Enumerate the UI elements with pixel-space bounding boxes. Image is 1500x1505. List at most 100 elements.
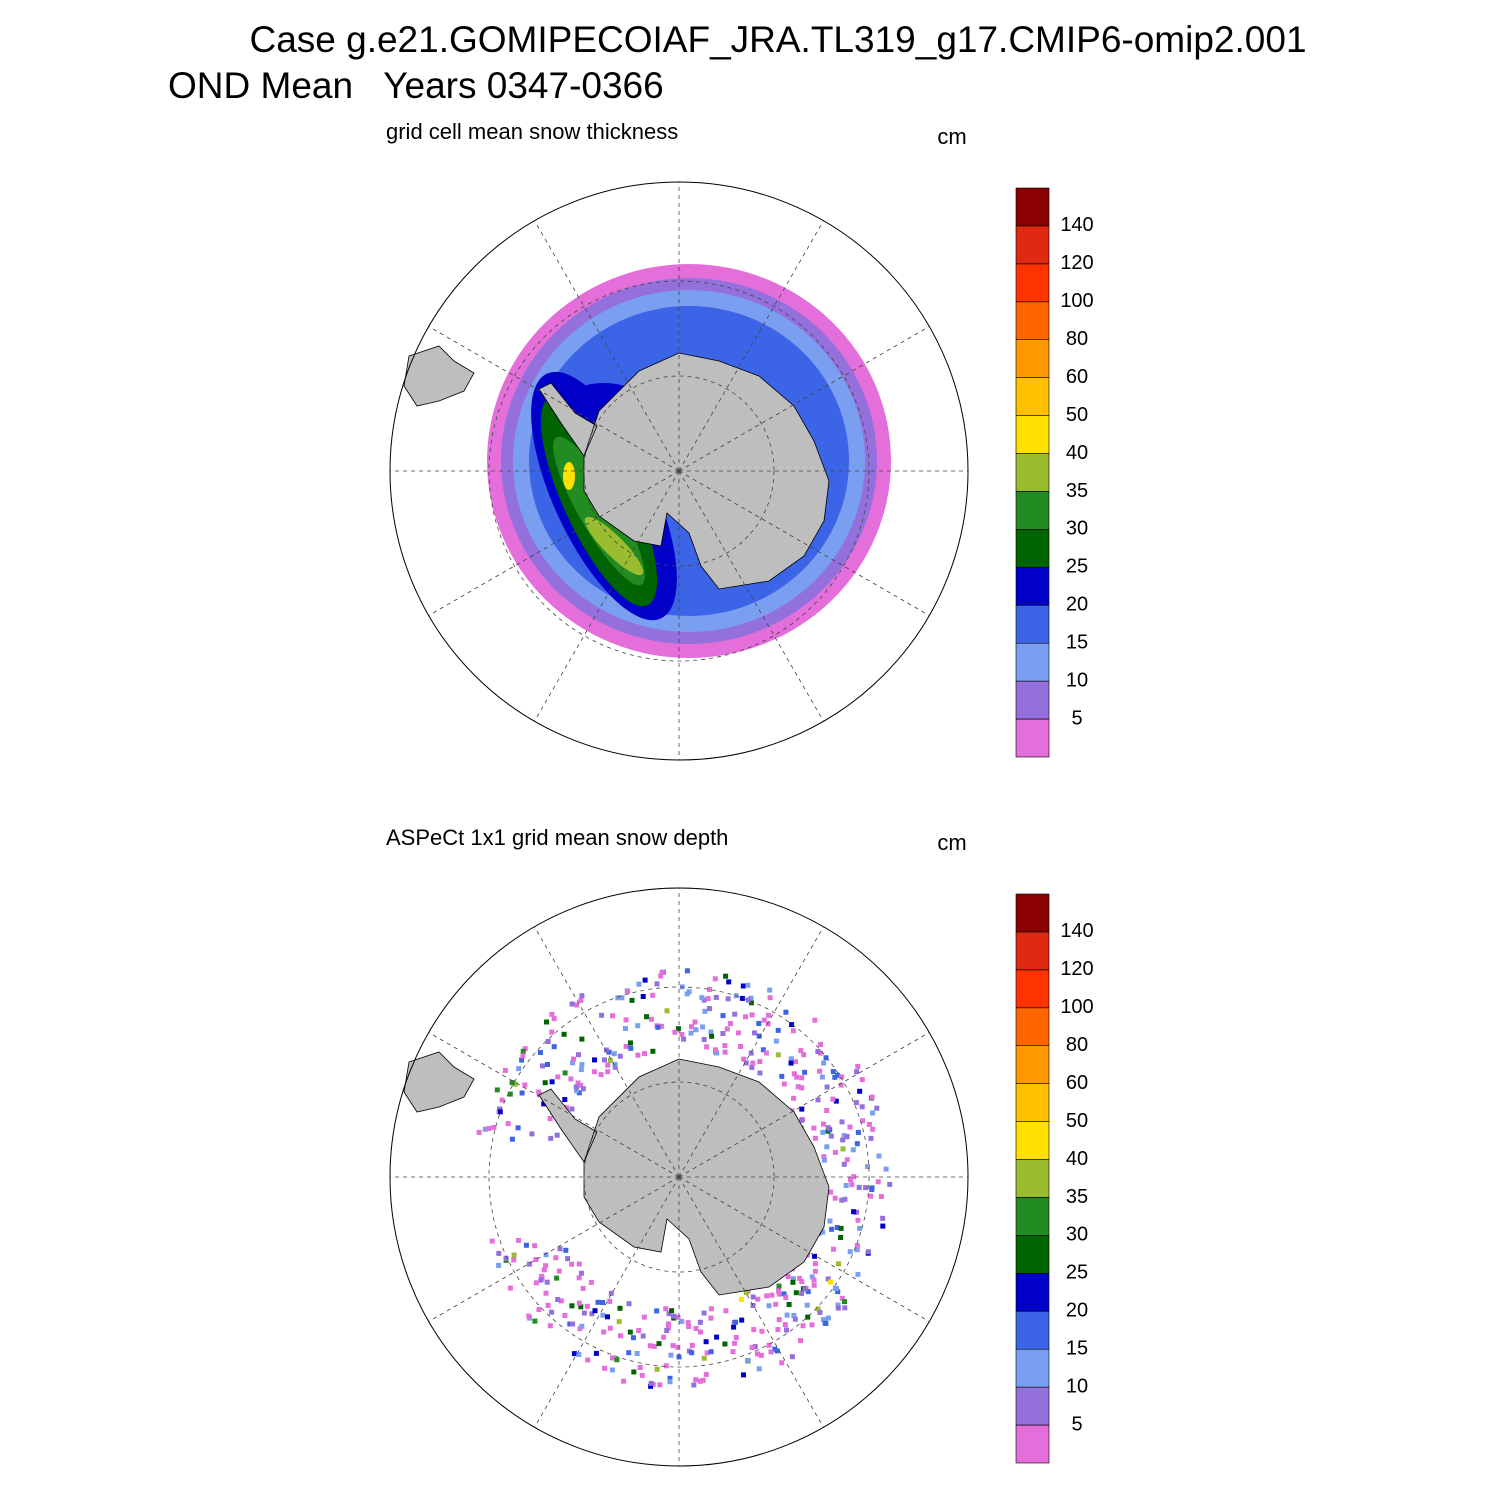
observation-cell <box>723 973 729 979</box>
observation-cell <box>793 1059 798 1065</box>
observation-cell <box>619 995 625 1001</box>
observation-cell <box>626 1301 632 1307</box>
observation-cell <box>708 1306 714 1312</box>
observation-cell <box>824 1108 830 1113</box>
observation-cell <box>812 1017 818 1023</box>
observation-cell <box>843 1183 849 1188</box>
observation-cell <box>827 1218 833 1224</box>
colorbar-box <box>1015 718 1050 758</box>
observation-cell <box>756 1021 762 1026</box>
colorbar-label: 15 <box>1066 631 1088 653</box>
observation-cell <box>799 1279 805 1285</box>
observation-cell <box>819 1074 825 1080</box>
observation-cell <box>549 1011 555 1017</box>
observation-cell <box>543 1290 549 1296</box>
observation-cell <box>788 1056 794 1062</box>
observation-cell <box>855 1217 861 1223</box>
observation-cell <box>847 1124 853 1130</box>
observation-cell <box>757 1070 763 1076</box>
observation-cell <box>655 1024 661 1030</box>
observation-cell <box>720 1031 726 1036</box>
meridian <box>678 1176 824 1428</box>
observation-cell <box>705 996 711 1002</box>
observation-cell <box>650 1048 656 1054</box>
observation-cell <box>569 1106 575 1112</box>
observation-cell <box>532 1243 538 1249</box>
colorbar-label: 20 <box>1066 1300 1088 1322</box>
observation-cell <box>859 1104 865 1110</box>
observation-cell <box>584 1303 590 1309</box>
observation-cell <box>697 1319 703 1325</box>
observation-cell <box>822 1320 828 1326</box>
observation-cell <box>842 1299 847 1305</box>
observation-cell <box>741 1056 747 1062</box>
observation-cell <box>730 1349 736 1355</box>
observation-cell <box>859 1077 865 1083</box>
observation-cell <box>541 1267 547 1273</box>
observation-cell <box>519 1057 525 1063</box>
observation-cell <box>605 1062 611 1068</box>
map-panel <box>389 887 969 1467</box>
observation-cell <box>738 1044 743 1049</box>
observation-cell <box>809 1274 815 1280</box>
colorbar-box <box>1015 301 1050 340</box>
observation-cell <box>764 1293 770 1299</box>
observation-cell <box>791 1095 797 1101</box>
observation-cell <box>665 1321 671 1327</box>
observation-cell <box>757 1059 763 1064</box>
observation-cell <box>767 995 773 1001</box>
observation-cell <box>549 1309 555 1315</box>
colorbar-box <box>1015 225 1050 265</box>
observation-cell <box>665 1325 671 1331</box>
antarctica <box>538 352 830 590</box>
observation-cell <box>507 1091 513 1097</box>
observation-cell <box>766 1303 772 1309</box>
observation-cell <box>749 1345 755 1350</box>
observation-cell <box>686 1324 692 1330</box>
observation-cell <box>570 1321 576 1327</box>
colorbar-box <box>1015 931 1050 971</box>
observation-cell <box>830 1069 836 1074</box>
observation-cell <box>823 1055 829 1061</box>
observation-cell <box>615 995 621 1001</box>
observation-cell <box>553 1255 559 1261</box>
land <box>403 345 475 407</box>
observation-cell <box>708 1349 714 1355</box>
observation-cell <box>557 1246 563 1252</box>
observation-cell <box>766 1342 772 1348</box>
meridian <box>534 220 680 472</box>
observation-cell <box>799 1290 805 1296</box>
observation-cell <box>835 1289 841 1295</box>
observation-cell <box>502 1067 508 1073</box>
observation-cell <box>760 1047 766 1053</box>
observation-cell <box>693 1326 699 1331</box>
observation-cell <box>605 1069 611 1075</box>
observation-cell <box>669 1308 675 1314</box>
observation-cell <box>844 1157 850 1163</box>
observation-cell <box>839 1119 845 1125</box>
observation-cell <box>533 1280 539 1286</box>
observation-cell <box>637 1365 643 1370</box>
observation-cell <box>537 1050 543 1055</box>
observation-cell <box>640 994 646 999</box>
observation-cell <box>543 1252 549 1258</box>
observation-cell <box>684 968 690 974</box>
observation-cell <box>832 1149 838 1155</box>
observation-cell <box>568 1076 574 1082</box>
observation-cell <box>497 1109 503 1115</box>
colorbar-label: 100 <box>1060 290 1093 312</box>
observation-cell <box>870 1126 876 1132</box>
observation-cell <box>558 1298 564 1304</box>
observation-cell <box>614 1357 620 1363</box>
observation-cell <box>854 1243 860 1249</box>
observation-cell <box>786 1302 792 1307</box>
observation-cell <box>491 1124 497 1130</box>
observation-cell <box>496 1262 502 1268</box>
observation-cell <box>842 1196 848 1202</box>
map-border <box>389 181 969 761</box>
observation-cell <box>648 1380 654 1386</box>
observation-cell <box>522 1082 528 1088</box>
observation-cell <box>639 1372 645 1378</box>
observation-cell <box>666 1311 672 1317</box>
observation-cell <box>738 1296 744 1302</box>
